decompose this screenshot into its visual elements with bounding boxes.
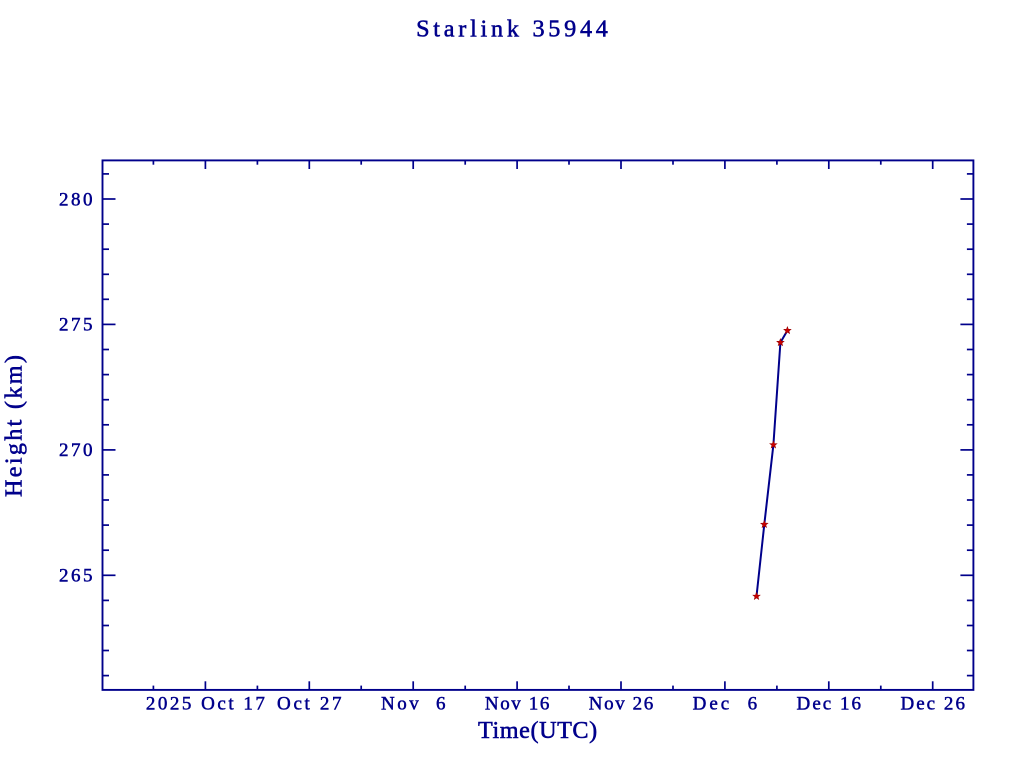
svg-text:2025 Oct 17: 2025 Oct 17	[146, 694, 265, 715]
svg-text:Dec 16: Dec 16	[797, 694, 862, 715]
svg-text:Time(UTC): Time(UTC)	[478, 717, 597, 744]
svg-text:Nov 16: Nov 16	[485, 694, 550, 715]
svg-text:Nov 26: Nov 26	[589, 694, 654, 715]
svg-text:270: 270	[59, 440, 93, 461]
svg-text:Height (km): Height (km)	[1, 355, 28, 497]
svg-text:275: 275	[59, 315, 93, 336]
svg-text:Dec 26: Dec 26	[900, 694, 965, 715]
svg-text:Nov 6: Nov 6	[381, 694, 446, 715]
svg-text:280: 280	[59, 189, 93, 210]
svg-text:Oct 27: Oct 27	[277, 694, 342, 715]
svg-text:265: 265	[59, 566, 93, 587]
svg-text:Starlink 35944: Starlink 35944	[416, 16, 608, 43]
svg-text:Dec 6: Dec 6	[693, 694, 758, 715]
